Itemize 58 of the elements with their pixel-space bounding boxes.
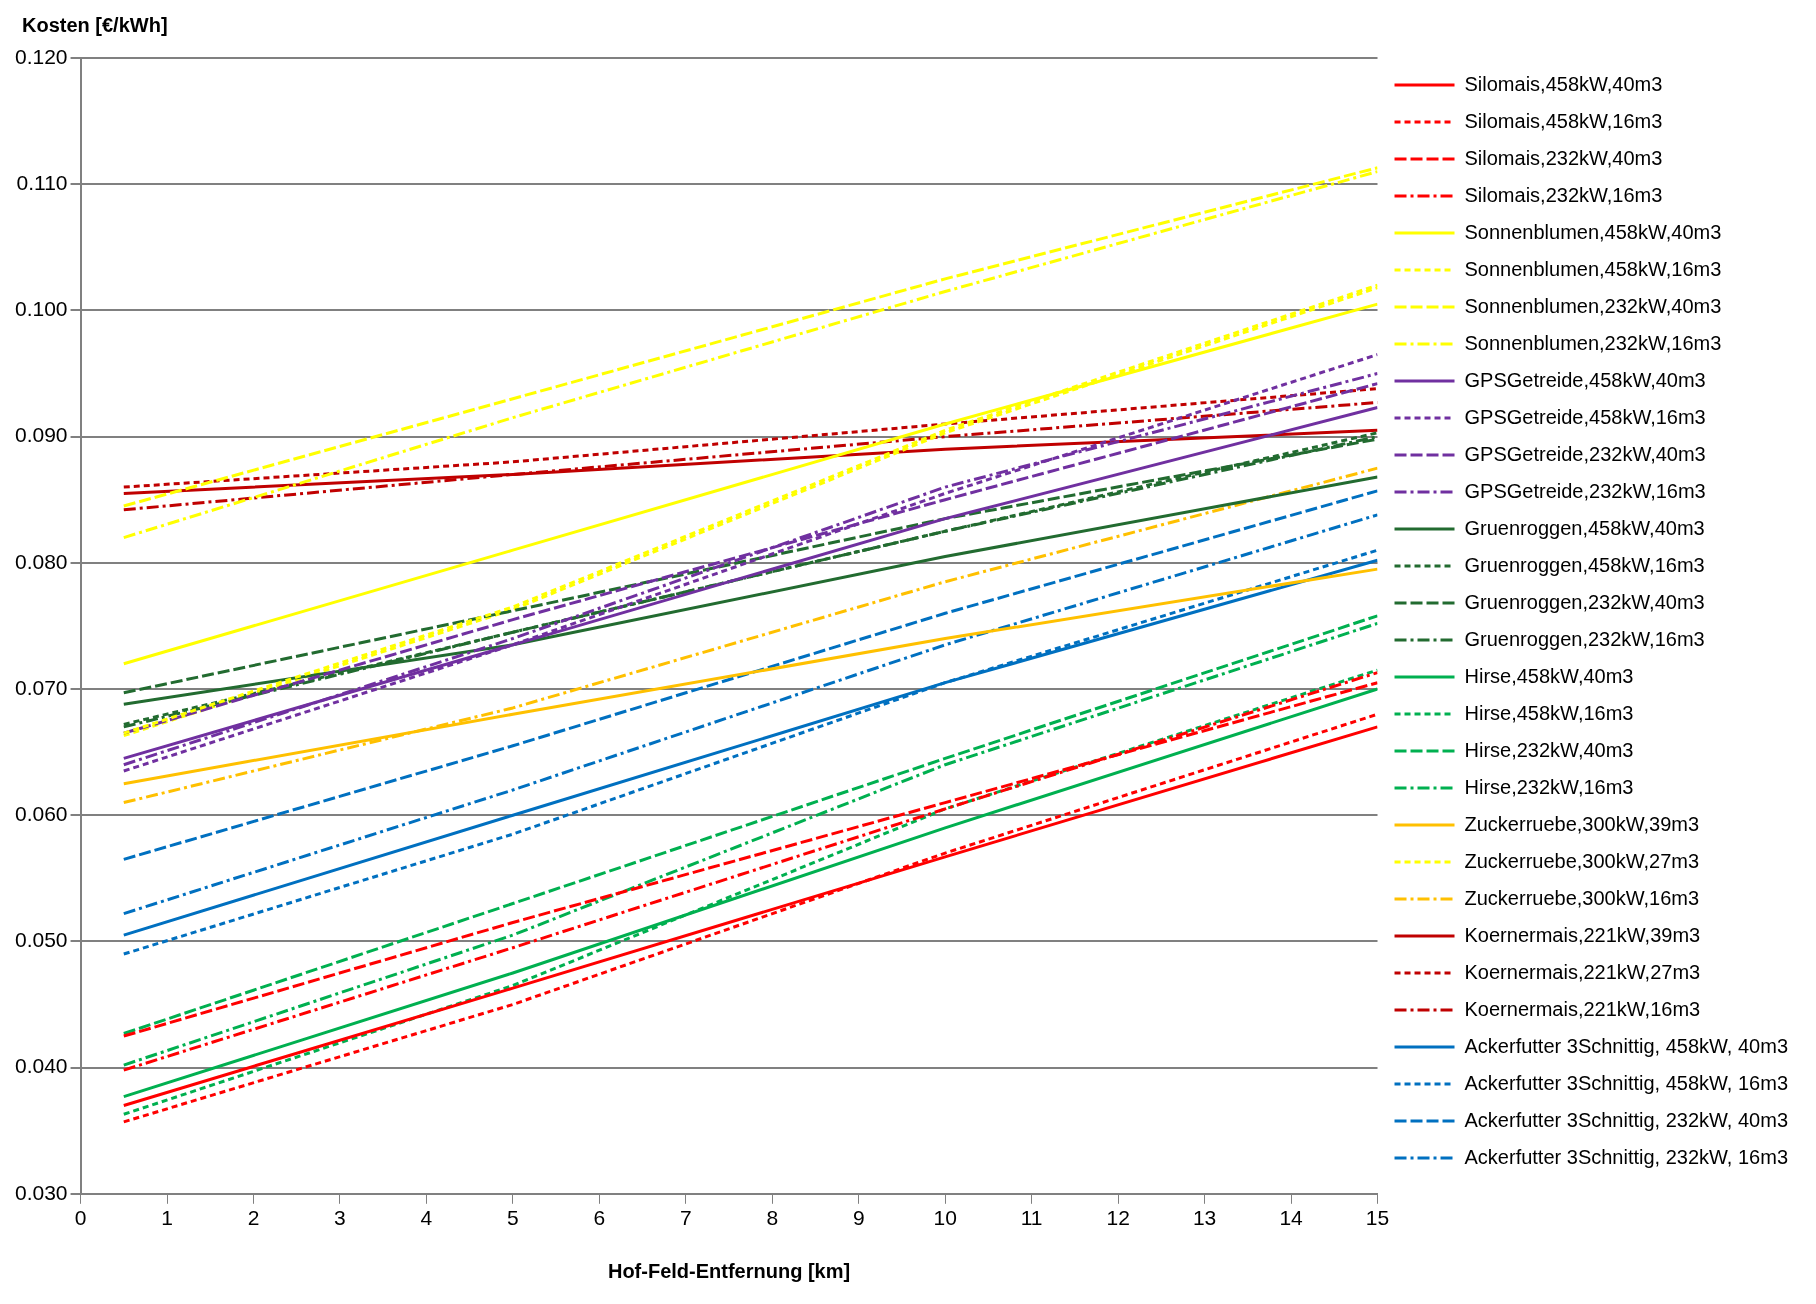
legend-label: Sonnenblumen,458kW,16m3 — [1464, 257, 1722, 280]
y-tick-label: 0.080 — [14, 549, 68, 573]
x-tick-label: 10 — [933, 1206, 957, 1230]
legend-label: Gruenroggen,458kW,16m3 — [1464, 553, 1705, 576]
legend-label: Hirse,458kW,16m3 — [1464, 701, 1634, 724]
legend-label: Silomais,458kW,16m3 — [1464, 109, 1663, 132]
legend-label: GPSGetreide,458kW,16m3 — [1464, 405, 1706, 428]
legend-label: Zuckerruebe,300kW,16m3 — [1464, 886, 1700, 909]
legend-label: Gruenroggen,458kW,40m3 — [1464, 516, 1705, 539]
legend-label: Zuckerruebe,300kW,27m3 — [1464, 849, 1700, 872]
legend-label: Ackerfutter 3Schnittig, 232kW, 16m3 — [1464, 1145, 1789, 1168]
legend-label: Hirse,232kW,40m3 — [1464, 738, 1634, 761]
y-tick-label: 0.050 — [14, 928, 68, 952]
legend-label: Koernermais,221kW,39m3 — [1464, 923, 1701, 946]
y-tick-label: 0.040 — [14, 1054, 68, 1078]
legend-label: Zuckerruebe,300kW,39m3 — [1464, 812, 1700, 835]
legend-label: Hirse,458kW,40m3 — [1464, 664, 1634, 687]
legend-label: Hirse,232kW,16m3 — [1464, 775, 1634, 798]
legend-label: Silomais,458kW,40m3 — [1464, 72, 1663, 95]
y-tick-label: 0.120 — [14, 44, 68, 68]
legend-label: Sonnenblumen,458kW,40m3 — [1464, 220, 1722, 243]
y-axis-title: Kosten [€/kWh] — [22, 13, 168, 36]
x-tick-label: 11 — [1020, 1206, 1043, 1230]
x-tick-label: 8 — [766, 1206, 779, 1230]
legend-label: Koernermais,221kW,27m3 — [1464, 960, 1701, 983]
y-tick-label: 0.060 — [14, 802, 68, 825]
legend-label: Silomais,232kW,16m3 — [1464, 183, 1663, 206]
legend-label: Ackerfutter 3Schnittig, 232kW, 40m3 — [1464, 1108, 1789, 1131]
y-tick-label: 0.110 — [16, 171, 68, 194]
x-tick-label: 1 — [161, 1206, 173, 1230]
x-axis-title: Hof-Feld-Entfernung [km] — [607, 1259, 851, 1282]
legend-label: GPSGetreide,458kW,40m3 — [1464, 368, 1706, 391]
y-tick-label: 0.070 — [14, 675, 68, 699]
x-tick-label: 4 — [420, 1206, 433, 1230]
legend-label: GPSGetreide,232kW,16m3 — [1464, 479, 1706, 502]
legend-label: GPSGetreide,232kW,40m3 — [1464, 442, 1706, 465]
legend-label: Ackerfutter 3Schnittig, 458kW, 16m3 — [1464, 1071, 1789, 1094]
legend-label: Gruenroggen,232kW,40m3 — [1464, 590, 1705, 613]
legend-label: Koernermais,221kW,16m3 — [1464, 997, 1701, 1020]
x-tick-label: 7 — [679, 1206, 692, 1230]
x-tick-label: 0 — [74, 1206, 87, 1230]
x-tick-label: 14 — [1279, 1206, 1304, 1230]
legend-label: Ackerfutter 3Schnittig, 458kW, 40m3 — [1464, 1034, 1789, 1057]
x-tick-label: 15 — [1365, 1206, 1390, 1230]
x-tick-label: 6 — [593, 1206, 606, 1230]
y-tick-label: 0.100 — [14, 297, 68, 321]
x-tick-label: 5 — [507, 1206, 519, 1230]
x-tick-label: 12 — [1106, 1206, 1130, 1230]
legend-label: Gruenroggen,232kW,16m3 — [1464, 627, 1705, 650]
y-tick-label: 0.090 — [14, 423, 68, 447]
legend-label: Sonnenblumen,232kW,16m3 — [1464, 331, 1722, 354]
legend-label: Silomais,232kW,40m3 — [1464, 146, 1663, 169]
x-tick-label: 2 — [247, 1206, 260, 1230]
x-tick-label: 3 — [334, 1206, 346, 1230]
x-tick-label: 13 — [1192, 1206, 1217, 1230]
y-tick-label: 0.030 — [14, 1180, 68, 1204]
x-tick-label: 9 — [852, 1206, 865, 1230]
legend-label: Sonnenblumen,232kW,40m3 — [1464, 294, 1722, 317]
